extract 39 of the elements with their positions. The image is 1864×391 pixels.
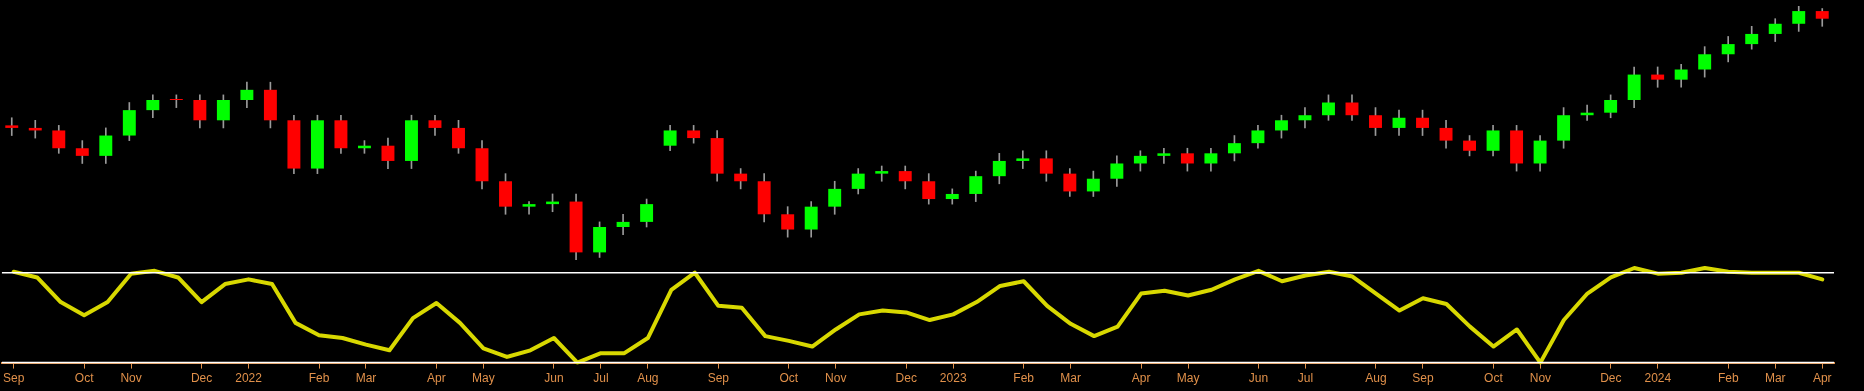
- x-tick-label: Jul: [1297, 371, 1314, 386]
- candlestick: [522, 201, 536, 215]
- x-tick-label: Jun: [1248, 371, 1269, 386]
- x-tick-label: Sep: [1412, 371, 1434, 386]
- x-tick-label: May: [1176, 371, 1200, 386]
- x-tick-label: Jul: [593, 371, 609, 386]
- x-tick-label: Apr: [1131, 371, 1151, 386]
- x-tick-label: Feb: [1013, 371, 1035, 386]
- x-tick-label: Nov: [1529, 371, 1552, 386]
- candlestick: [875, 165, 889, 182]
- x-tick-label: Dec: [895, 371, 917, 386]
- x-tick-label: Feb: [308, 371, 330, 386]
- x-tick-label: Mar: [1764, 371, 1786, 386]
- candlestick: [1157, 147, 1171, 164]
- candlestick: [1016, 150, 1030, 169]
- x-tick-label: Mar: [1060, 371, 1081, 386]
- x-tick-label: Aug: [637, 371, 659, 386]
- x-tick-label: 2024: [1644, 371, 1672, 386]
- x-tick-label: Sep: [707, 371, 730, 386]
- x-tick-label: Sep: [3, 371, 25, 386]
- x-tick-label: Dec: [1600, 371, 1622, 386]
- x-tick-label: Apr: [1812, 371, 1832, 386]
- x-tick-label: Feb: [1717, 371, 1739, 386]
- x-tick-label: Jun: [544, 371, 564, 386]
- candlestick: [5, 117, 19, 136]
- candlestick: [1298, 107, 1312, 129]
- x-tick-label: Oct: [1484, 371, 1504, 386]
- x-tick-label: Mar: [355, 371, 377, 386]
- x-tick-label: Apr: [427, 371, 446, 386]
- x-tick-label: May: [472, 371, 495, 386]
- x-tick-label: Oct: [74, 371, 95, 386]
- x-tick-label: Dec: [190, 371, 213, 386]
- x-tick-label: Nov: [825, 371, 847, 386]
- x-tick-label: Nov: [120, 371, 142, 386]
- x-tick-label: 2022: [235, 371, 263, 386]
- x-tick-label: 2023: [939, 371, 967, 386]
- x-tick-label: Oct: [779, 371, 799, 386]
- candlestick: [616, 213, 630, 235]
- x-tick-label: Aug: [1365, 371, 1387, 386]
